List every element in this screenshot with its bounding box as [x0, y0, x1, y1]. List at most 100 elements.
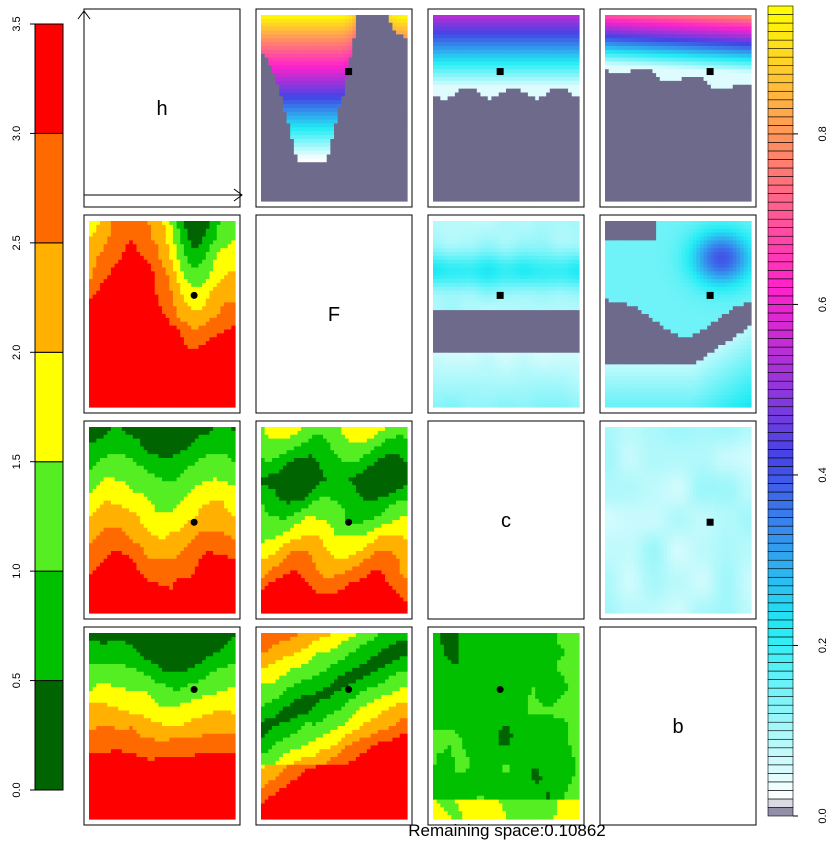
contour-cell [631, 73, 635, 77]
contour-cell [521, 174, 525, 178]
contour-cell [330, 65, 334, 69]
contour-cell [385, 46, 389, 50]
contour-cell [718, 100, 722, 104]
contour-cell [323, 46, 327, 50]
contour-cell [616, 69, 620, 73]
contour-cell [535, 58, 539, 62]
contour-cell [265, 186, 269, 190]
contour-cell [374, 69, 378, 73]
contour-cell [385, 170, 389, 174]
contour-cell [466, 120, 470, 124]
contour-cell [740, 27, 744, 31]
contour-cell [707, 34, 711, 38]
contour-cell [268, 162, 272, 166]
contour-cell [403, 100, 407, 104]
contour-cell [546, 127, 550, 131]
contour-cell [338, 178, 342, 182]
contour-cell [495, 186, 499, 190]
contour-cell [305, 89, 309, 93]
contour-cell [495, 77, 499, 81]
contour-cell [539, 112, 543, 116]
contour-cell [678, 89, 682, 93]
contour-cell [575, 89, 579, 93]
contour-cell [462, 77, 466, 81]
contour-cell [725, 93, 729, 97]
contour-cell [352, 46, 356, 50]
contour-cell [356, 178, 360, 182]
contour-cell [470, 38, 474, 42]
contour-cell [623, 120, 627, 124]
contour-cell [689, 112, 693, 116]
contour-cell [308, 69, 312, 73]
contour-cell [283, 155, 287, 159]
contour-cell [451, 62, 455, 66]
contour-cell [265, 170, 269, 174]
contour-cell [261, 174, 265, 178]
contour-cell [448, 131, 452, 135]
contour-cell [433, 178, 437, 182]
contour-cell [711, 108, 715, 112]
contour-cell [400, 65, 404, 69]
contour-cell [334, 27, 338, 31]
contour-cell [502, 151, 506, 155]
contour-cell [707, 120, 711, 124]
contour-cell [528, 112, 532, 116]
contour-cell [656, 85, 660, 89]
contour-cell [510, 104, 514, 108]
contour-cell [575, 120, 579, 124]
contour-cell [433, 151, 437, 155]
contour-cell [381, 170, 385, 174]
contour-cell [729, 85, 733, 89]
contour-cell [733, 19, 737, 23]
contour-cell [403, 108, 407, 112]
contour-cell [451, 186, 455, 190]
contour-cell [557, 27, 561, 31]
contour-cell [700, 108, 704, 112]
contour-cell [649, 27, 653, 31]
contour-cell [575, 31, 579, 35]
contour-cell [265, 77, 269, 81]
contour-cell [499, 42, 503, 46]
contour-cell [374, 151, 378, 155]
contour-cell [459, 42, 463, 46]
contour-cell [561, 151, 565, 155]
contour-cell [437, 174, 441, 178]
contour-cell [553, 54, 557, 58]
contour-cell [744, 89, 748, 93]
contour-cell [349, 186, 353, 190]
contour-cell [656, 31, 660, 35]
contour-cell [480, 170, 484, 174]
contour-cell [499, 147, 503, 151]
contour-cell [704, 42, 708, 46]
contour-cell [261, 170, 265, 174]
contour-cell [338, 38, 342, 42]
contour-cell [389, 178, 393, 182]
contour-cell [473, 127, 477, 131]
contour-cell [568, 15, 572, 19]
contour-cell [652, 108, 656, 112]
contour-cell [631, 42, 635, 46]
contour-cell [663, 100, 667, 104]
contour-cell [455, 158, 459, 162]
contour-cell [477, 42, 481, 46]
contour-cell [550, 170, 554, 174]
contour-cell [378, 166, 382, 170]
contour-cell [385, 100, 389, 104]
contour-cell [539, 124, 543, 128]
contour-cell [301, 85, 305, 89]
contour-cell [261, 77, 265, 81]
contour-cell [649, 50, 653, 54]
contour-cell [363, 23, 367, 27]
contour-cell [265, 197, 269, 201]
contour-cell [290, 42, 294, 46]
contour-cell [462, 15, 466, 19]
contour-cell [290, 54, 294, 58]
contour-cell [400, 23, 404, 27]
contour-cell [488, 96, 492, 100]
contour-cell [517, 62, 521, 66]
contour-cell [561, 34, 565, 38]
contour-cell [349, 112, 353, 116]
contour-cell [367, 178, 371, 182]
contour-cell [605, 89, 609, 93]
contour-cell [704, 112, 708, 116]
